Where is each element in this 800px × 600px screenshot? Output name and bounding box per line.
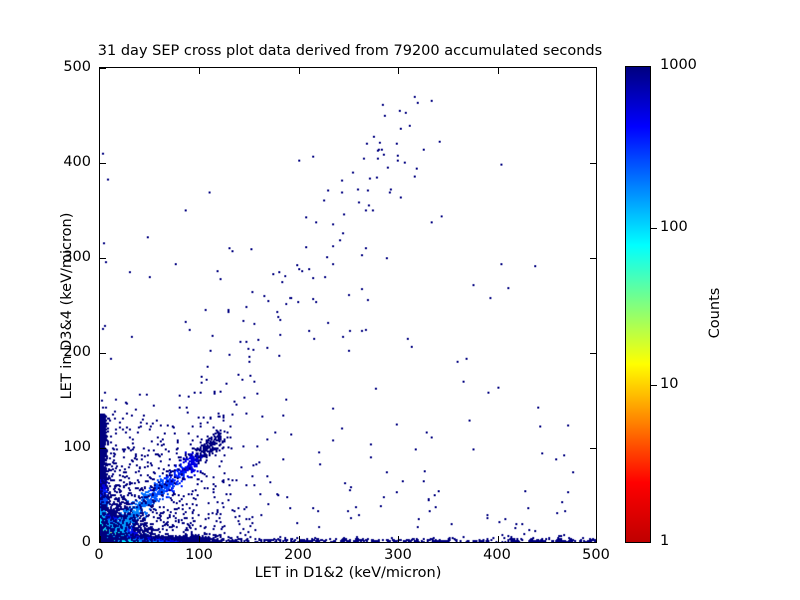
y-tick-right-100 (590, 448, 596, 450)
colorbar-title: Counts (707, 287, 723, 339)
x-tick-400 (498, 536, 500, 542)
colorbar-label-10: 10 (660, 376, 679, 392)
x-tick-label-100: 100 (185, 547, 213, 563)
x-tick-top-100 (199, 68, 201, 74)
scatter-density-plot (100, 68, 596, 542)
x-tick-500 (596, 536, 597, 542)
x-tick-label-500: 500 (582, 547, 610, 563)
plot-title-line-1: 31 day SEP cross plot data derived from … (97, 43, 603, 59)
y-tick-right-300 (590, 258, 596, 260)
y-tick-400 (100, 163, 106, 165)
y-tick-300 (100, 258, 106, 260)
x-tick-top-400 (498, 68, 500, 74)
y-tick-label-300: 300 (63, 249, 91, 265)
y-tick-label-0: 0 (81, 534, 91, 550)
y-tick-200 (100, 353, 106, 355)
colorbar[interactable] (625, 66, 657, 543)
colorbar-tick-10 (651, 385, 657, 387)
y-tick-label-100: 100 (63, 439, 91, 455)
y-tick-0 (100, 542, 106, 543)
x-tick-0 (100, 536, 102, 542)
x-tick-top-200 (299, 68, 301, 74)
x-tick-100 (199, 536, 201, 542)
x-axis-title: LET in D1&2 (keV/micron) (254, 565, 442, 581)
plot-axes-area[interactable] (99, 67, 597, 543)
y-tick-label-400: 400 (63, 154, 91, 170)
x-tick-label-0: 0 (94, 547, 104, 563)
x-tick-label-300: 300 (384, 547, 412, 563)
colorbar-label-1: 1 (660, 533, 670, 549)
colorbar-label-1000: 1000 (660, 57, 697, 73)
x-tick-200 (299, 536, 301, 542)
y-tick-right-200 (590, 353, 596, 355)
y-tick-500 (100, 68, 106, 70)
y-axis-title: LET in D3&4 (keV/micron) (59, 212, 75, 400)
x-tick-label-200: 200 (284, 547, 312, 563)
y-tick-100 (100, 448, 106, 450)
y-tick-label-200: 200 (63, 344, 91, 360)
x-tick-label-400: 400 (483, 547, 511, 563)
colorbar-label-100: 100 (660, 219, 688, 235)
y-tick-label-500: 500 (63, 59, 91, 75)
colorbar-gradient (625, 66, 651, 543)
colorbar-tick-100 (651, 228, 657, 230)
x-tick-300 (398, 536, 400, 542)
y-tick-right-400 (590, 163, 596, 165)
x-tick-top-300 (398, 68, 400, 74)
